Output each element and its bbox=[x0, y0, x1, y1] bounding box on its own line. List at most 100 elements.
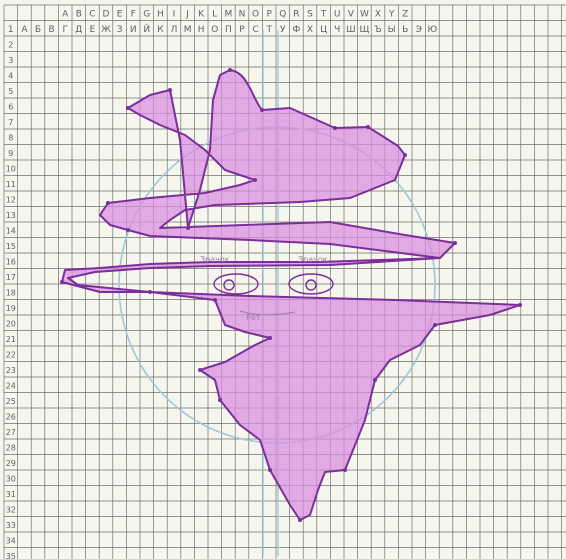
mouth-label: Рот bbox=[246, 313, 261, 322]
cyrillic-column-header: Ч bbox=[334, 25, 340, 35]
row-number: 8 bbox=[8, 134, 13, 143]
row-number: 25 bbox=[6, 397, 16, 406]
row-header-1: 1 bbox=[8, 25, 14, 35]
row-number: 23 bbox=[6, 366, 16, 375]
latin-column-header: C bbox=[89, 10, 95, 20]
row-number: 2 bbox=[8, 41, 13, 50]
cyrillic-column-header: Й bbox=[143, 23, 150, 35]
cyrillic-column-header: Ц bbox=[320, 25, 327, 35]
row-number: 34 bbox=[6, 537, 16, 546]
latin-column-header: F bbox=[131, 10, 136, 20]
row-headers: 2345678910111213141516171819202122232425… bbox=[6, 41, 16, 559]
cyrillic-column-header: Щ bbox=[359, 25, 369, 35]
cyrillic-column-header: Ж bbox=[101, 25, 111, 35]
cyrillic-column-header: А bbox=[21, 25, 28, 35]
cyrillic-column-header: Ъ bbox=[374, 25, 382, 35]
right-eye-label: Зрачок bbox=[298, 255, 328, 264]
left-eye bbox=[213, 273, 259, 295]
latin-column-header: N bbox=[239, 10, 246, 20]
latin-column-header: O bbox=[252, 10, 259, 20]
shape-vertex-dots bbox=[60, 68, 522, 522]
latin-column-header: H bbox=[157, 10, 164, 20]
row-number: 15 bbox=[6, 242, 16, 251]
cyrillic-column-header: С bbox=[252, 25, 258, 35]
cyrillic-column-header: Ю bbox=[428, 25, 438, 35]
latin-column-header: S bbox=[307, 10, 313, 20]
cyrillic-column-header: Л bbox=[171, 25, 178, 35]
row-number: 11 bbox=[6, 180, 16, 189]
right-eye bbox=[288, 273, 334, 295]
row-number: 6 bbox=[8, 103, 13, 112]
row-number: 24 bbox=[6, 382, 16, 391]
row-number: 12 bbox=[6, 196, 16, 205]
row-number: 10 bbox=[6, 165, 16, 174]
cyrillic-column-header: Р bbox=[239, 25, 245, 35]
row-number: 16 bbox=[6, 258, 16, 267]
cyrillic-column-header: Н bbox=[198, 25, 205, 35]
cyrillic-column-header: Т bbox=[265, 25, 272, 35]
cyrillic-column-header: Ы bbox=[388, 25, 396, 35]
row-number: 31 bbox=[6, 490, 16, 499]
latin-column-header: Q bbox=[279, 10, 286, 20]
cyrillic-column-header: У bbox=[280, 25, 286, 35]
cyrillic-column-header: Ф bbox=[293, 25, 301, 35]
row-number: 13 bbox=[6, 211, 16, 220]
cyrillic-column-header: Ш bbox=[346, 25, 356, 35]
latin-column-header: D bbox=[103, 10, 110, 20]
row-number: 32 bbox=[6, 506, 16, 515]
latin-column-header: Z bbox=[402, 10, 408, 20]
row-number: 19 bbox=[6, 304, 16, 313]
latin-column-header: W bbox=[360, 10, 369, 20]
latin-column-header: I bbox=[173, 10, 176, 20]
latin-column-header: A bbox=[62, 10, 69, 20]
latin-column-header: P bbox=[266, 10, 272, 20]
cyrillic-column-header: К bbox=[157, 25, 164, 35]
latin-column-header: X bbox=[375, 10, 381, 20]
latin-column-header: T bbox=[320, 10, 327, 20]
row-number: 9 bbox=[8, 149, 13, 158]
latin-column-header: M bbox=[225, 10, 233, 20]
row-number: 22 bbox=[6, 351, 16, 360]
cyrillic-column-header: М bbox=[184, 25, 192, 35]
cyrillic-column-header: Г bbox=[62, 25, 68, 35]
cyrillic-column-header: П bbox=[225, 25, 232, 35]
row-number: 26 bbox=[6, 413, 16, 422]
row-number: 14 bbox=[6, 227, 16, 236]
cyrillic-column-header: З bbox=[117, 25, 123, 35]
row-number: 30 bbox=[6, 475, 16, 484]
cyrillic-column-header: О bbox=[211, 25, 218, 35]
row-number: 29 bbox=[6, 459, 16, 468]
latin-column-header: Y bbox=[388, 10, 395, 20]
cyrillic-column-header: Д bbox=[75, 25, 82, 35]
row-number: 28 bbox=[6, 444, 16, 453]
cyrillic-column-header: Ь bbox=[402, 25, 408, 35]
row-number: 18 bbox=[6, 289, 16, 298]
latin-column-header: B bbox=[76, 10, 82, 20]
row-number: 33 bbox=[6, 521, 16, 530]
row-number: 20 bbox=[6, 320, 16, 329]
cyrillic-column-header: В bbox=[49, 25, 55, 35]
cyrillic-column-header: Е bbox=[90, 25, 96, 35]
mouth-line bbox=[239, 310, 296, 316]
column-headers: A B C D E F G H I J K L M N O P Q R S T U V W X Y Z 1 А Б В Г Д Е Ж З И Й К Л М… bbox=[8, 10, 438, 36]
row-number: 35 bbox=[6, 552, 16, 559]
symmetric-shape bbox=[61, 69, 521, 521]
row-number: 3 bbox=[8, 56, 13, 65]
latin-column-header: E bbox=[117, 10, 123, 20]
row-number: 21 bbox=[6, 335, 16, 344]
left-eye-label: Зрачок bbox=[200, 255, 230, 264]
row-number: 17 bbox=[6, 273, 16, 282]
latin-column-header: U bbox=[334, 10, 341, 20]
latin-column-header: J bbox=[185, 10, 189, 20]
latin-column-header: R bbox=[293, 10, 299, 20]
row-number: 27 bbox=[6, 428, 16, 437]
row-number: 5 bbox=[8, 87, 13, 96]
latin-column-header: V bbox=[348, 10, 355, 20]
cyrillic-column-header: Х bbox=[307, 25, 313, 35]
latin-column-header: K bbox=[198, 10, 205, 20]
cyrillic-column-header: Э bbox=[416, 25, 422, 35]
cyrillic-column-header: И bbox=[130, 25, 137, 35]
cyrillic-column-header: Б bbox=[35, 25, 41, 35]
